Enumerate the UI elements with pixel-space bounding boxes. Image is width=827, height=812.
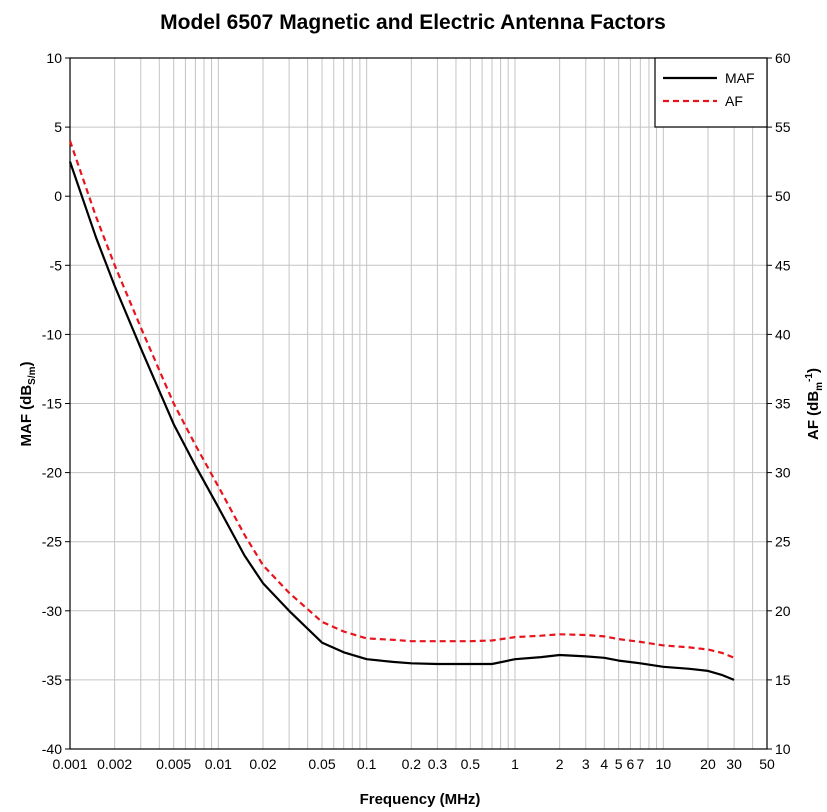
x-tick-label: 50 [759, 756, 775, 772]
legend-label-maf: MAF [725, 70, 755, 86]
x-tick-label: 2 [556, 756, 564, 772]
y-right-tick-label: 30 [775, 465, 791, 481]
x-tick-label: 3 [582, 756, 590, 772]
x-tick-label: 0.1 [357, 756, 377, 772]
x-tick-label: 5 [615, 756, 623, 772]
y-left-tick-label: -15 [42, 396, 62, 412]
x-tick-label: 0.3 [428, 756, 448, 772]
legend: MAF AF [654, 57, 768, 128]
y-left-tick-label: -35 [42, 672, 62, 688]
y-right-tick-label: 55 [775, 119, 791, 135]
y-right-tick-label: 40 [775, 326, 791, 342]
y-right-tick-label: 35 [775, 396, 791, 412]
grid [69, 57, 768, 750]
y-right-tick-label: 15 [775, 672, 791, 688]
y-right-tick-label: 20 [775, 603, 791, 619]
x-tick-label: 0.01 [205, 756, 232, 772]
x-tick-label: 30 [726, 756, 742, 772]
y-left-tick-label: -30 [42, 603, 62, 619]
ticks: 0.001 0.002 0.005 0.01 0.02 0.05 0.1 0.2 0.3 0.5 1… [42, 50, 791, 772]
y-left-tick-label: 10 [46, 50, 62, 66]
y-left-tick-label: -20 [42, 465, 62, 481]
series [68, 140, 735, 681]
x-tick-label: 0.02 [249, 756, 276, 772]
x-tick-label: 6 [627, 756, 635, 772]
y-right-tick-label: 10 [775, 741, 791, 757]
y-right-tick-label: 45 [775, 257, 791, 273]
y-axis-label-left: MAF (dBS/m) [18, 362, 38, 447]
x-tick-label: 7 [636, 756, 644, 772]
y-left-tick-label: -25 [42, 534, 62, 550]
x-tick-label: 0.2 [402, 756, 422, 772]
x-tick-label: 0.5 [461, 756, 481, 772]
x-tick-label: 0.002 [97, 756, 132, 772]
series-line-maf [68, 161, 735, 681]
x-tick-label: 1 [511, 756, 519, 772]
y-axis-label-right: AF (dBm-1) [804, 368, 825, 440]
series-line-af [68, 140, 735, 659]
y-left-tick-label: -10 [42, 326, 62, 342]
chart-title: Model 6507 Magnetic and Electric Antenna… [160, 11, 666, 34]
legend-label-af: AF [725, 93, 743, 109]
y-left-tick-label: 0 [54, 188, 62, 204]
x-tick-label: 0.005 [156, 756, 191, 772]
x-tick-label: 20 [700, 756, 716, 772]
y-right-tick-label: 25 [775, 534, 791, 550]
x-tick-label: 10 [656, 756, 672, 772]
x-tick-label: 4 [600, 756, 608, 772]
x-axis-label: Frequency (MHz) [360, 791, 481, 808]
y-right-tick-label: 50 [775, 188, 791, 204]
x-tick-label: 0.001 [52, 756, 87, 772]
y-right-tick-label: 60 [775, 50, 791, 66]
x-tick-label: 0.05 [308, 756, 335, 772]
legend-box [654, 57, 768, 128]
y-left-tick-label: -5 [50, 257, 63, 273]
y-left-tick-label: 5 [54, 119, 62, 135]
y-left-tick-label: -40 [42, 741, 62, 757]
